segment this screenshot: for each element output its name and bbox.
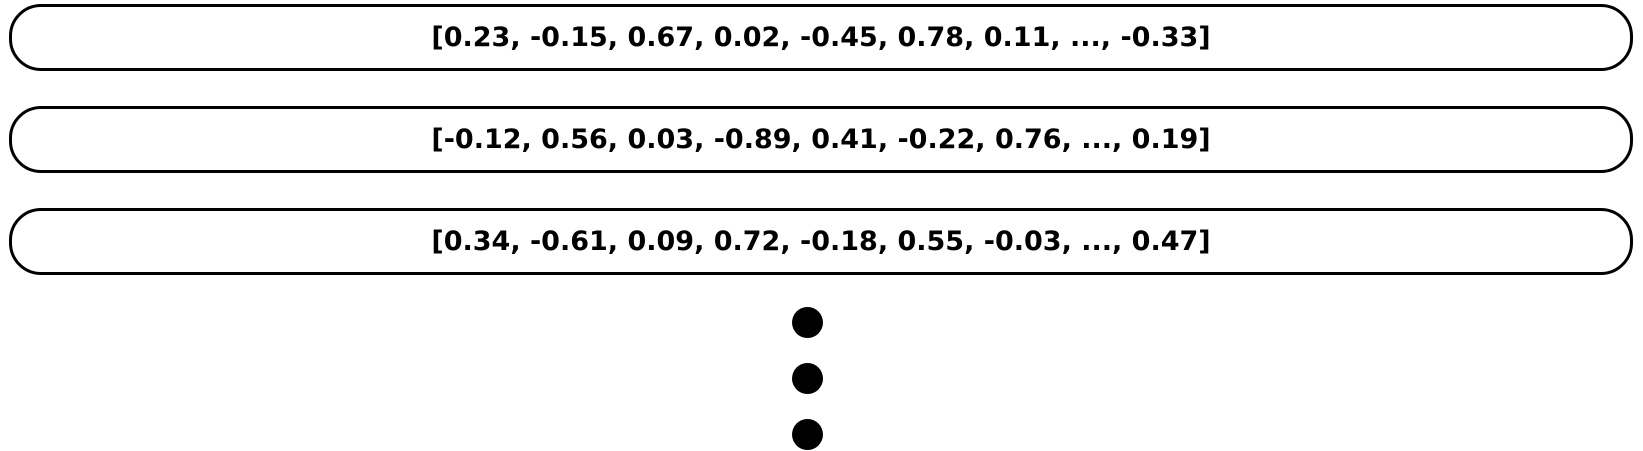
ellipsis-dot — [792, 419, 823, 450]
embedding-vector-box: [0.23, -0.15, 0.67, 0.02, -0.45, 0.78, 0… — [9, 4, 1633, 71]
embedding-vector-box: [0.34, -0.61, 0.09, 0.72, -0.18, 0.55, -… — [9, 208, 1633, 275]
embedding-vector-text: [0.34, -0.61, 0.09, 0.72, -0.18, 0.55, -… — [431, 226, 1211, 257]
ellipsis-dot — [792, 363, 823, 394]
embedding-vector-box: [-0.12, 0.56, 0.03, -0.89, 0.41, -0.22, … — [9, 106, 1633, 173]
embedding-vector-text: [0.23, -0.15, 0.67, 0.02, -0.45, 0.78, 0… — [431, 22, 1211, 53]
embedding-vector-text: [-0.12, 0.56, 0.03, -0.89, 0.41, -0.22, … — [431, 124, 1211, 155]
ellipsis-dot — [792, 307, 823, 338]
